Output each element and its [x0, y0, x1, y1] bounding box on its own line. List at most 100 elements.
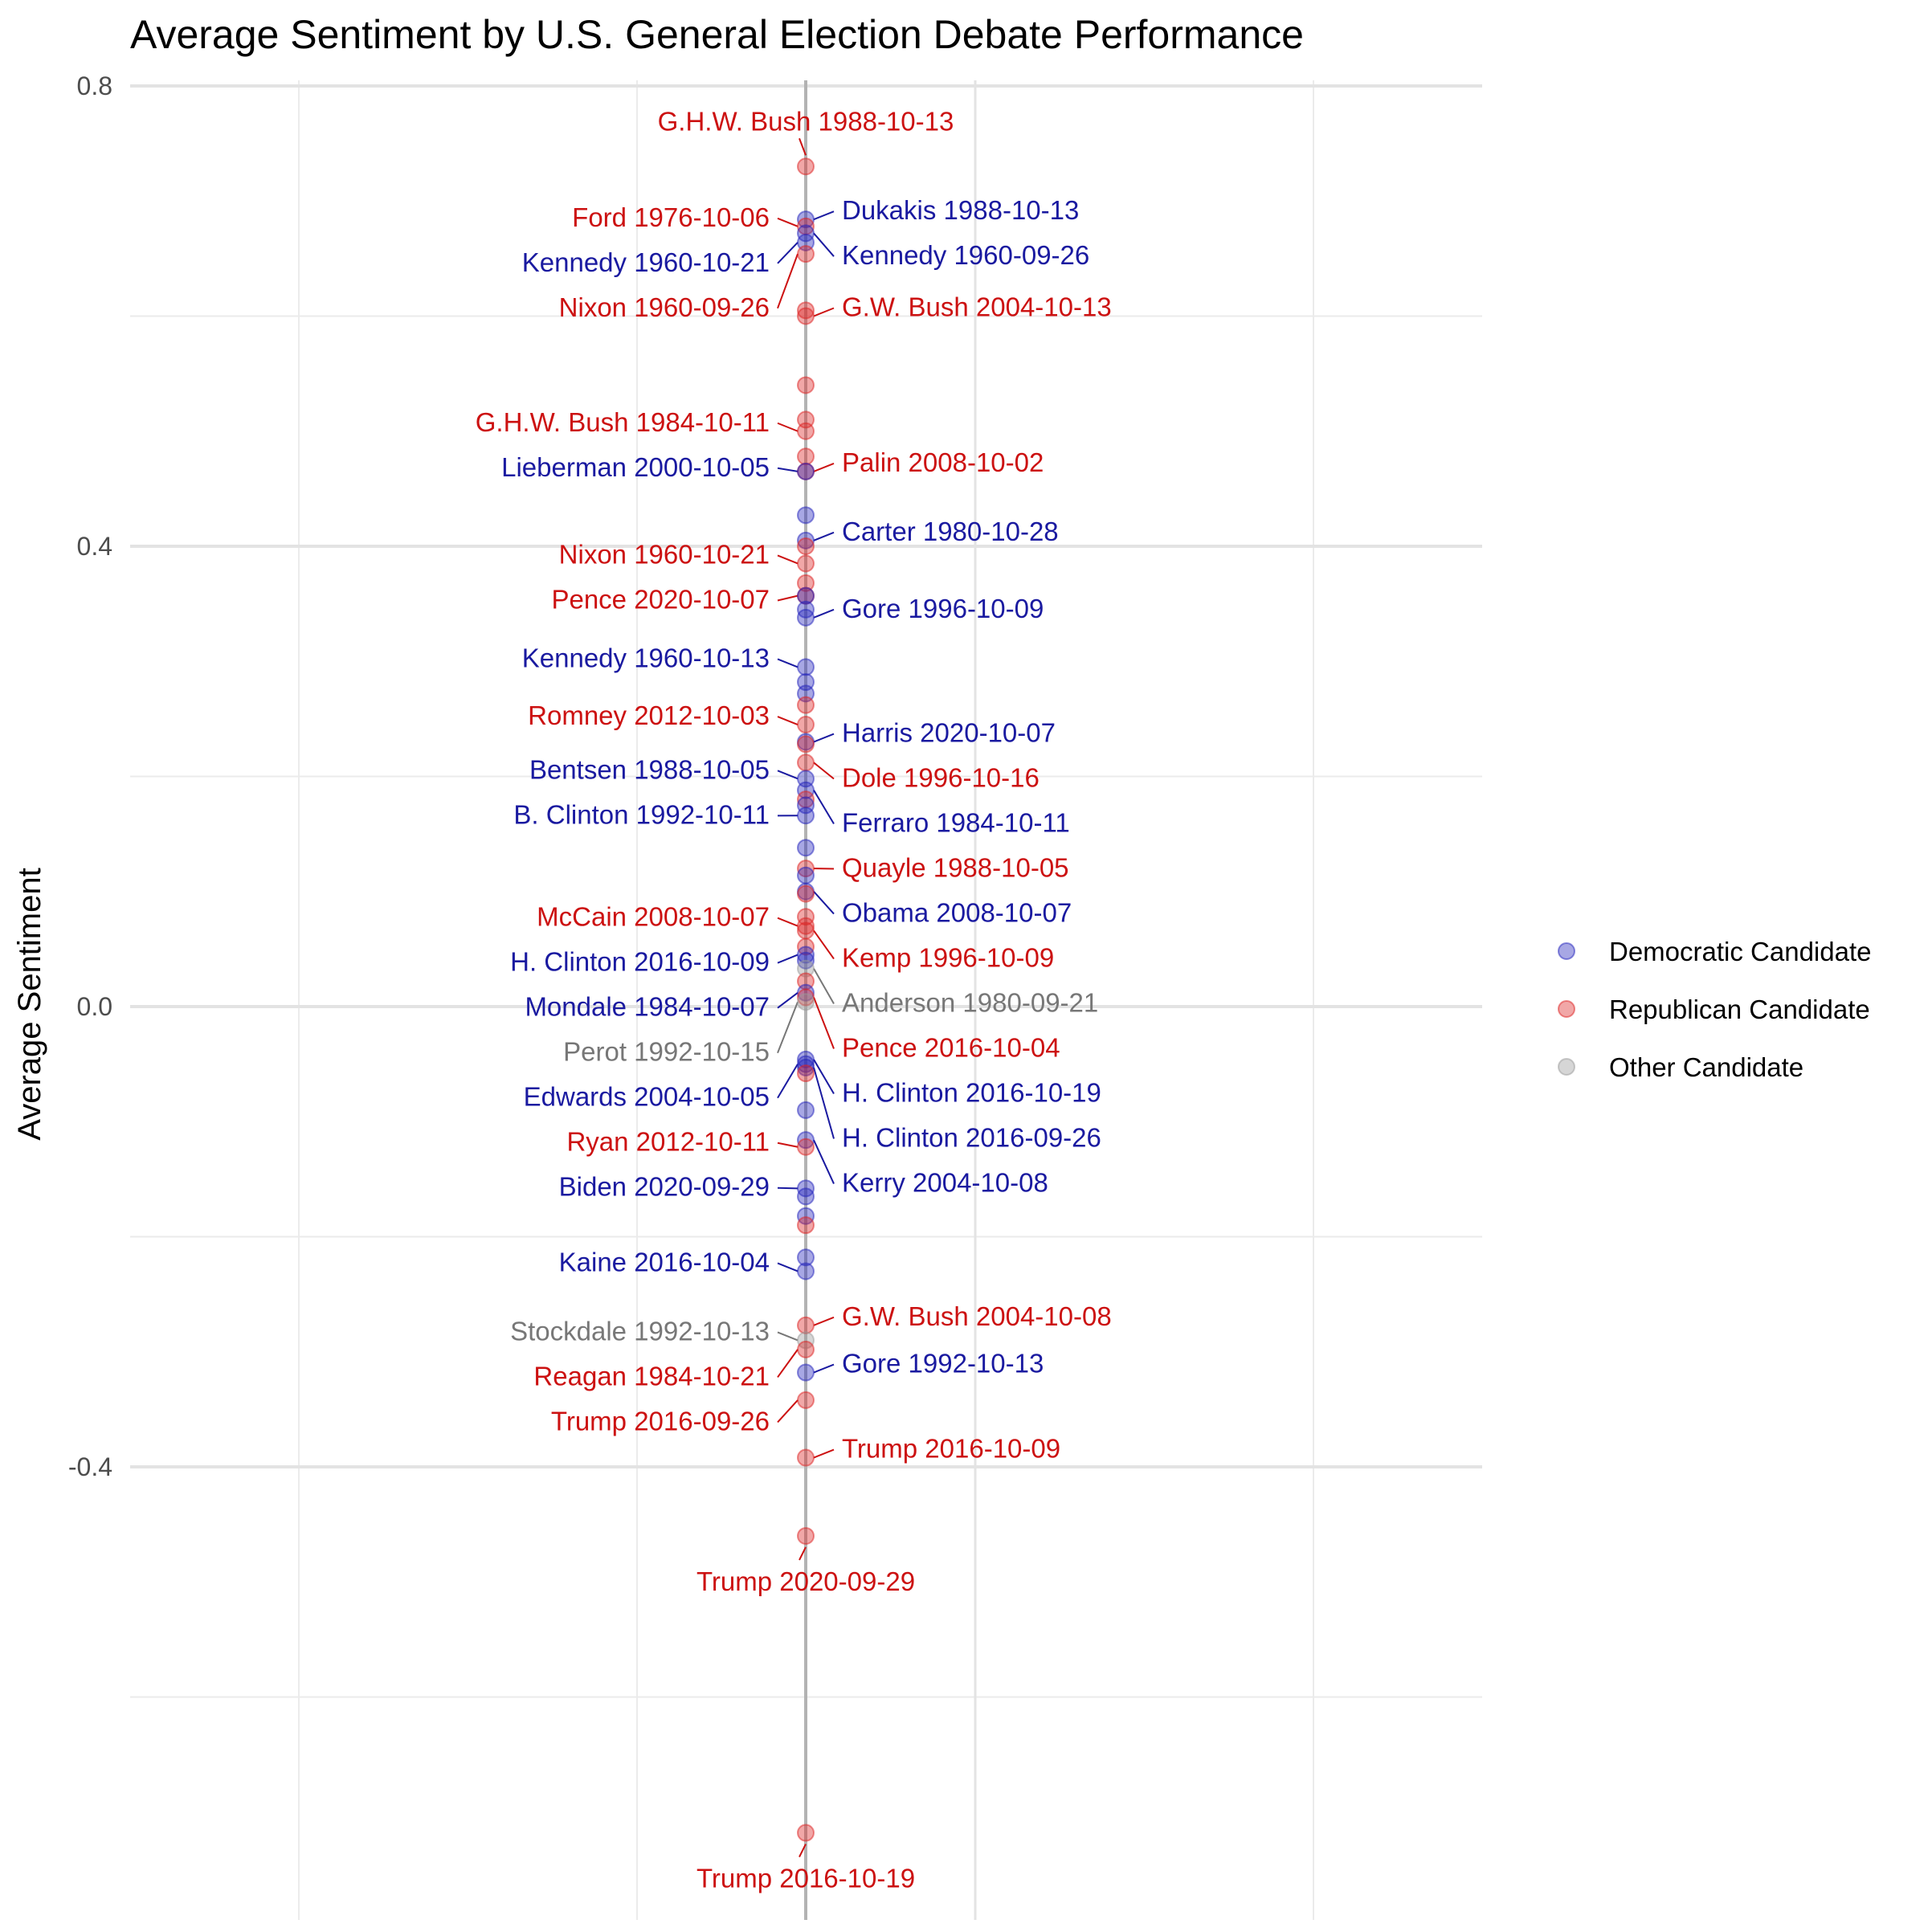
leader-line — [778, 717, 798, 725]
legend-key — [1558, 1001, 1575, 1017]
point-label: Kemp 1996-10-09 — [842, 943, 1054, 973]
data-point — [798, 754, 814, 770]
point-label: H. Clinton 2016-09-26 — [842, 1123, 1101, 1153]
data-point — [798, 225, 814, 241]
point-label: B. Clinton 1992-10-11 — [513, 799, 770, 829]
point-label: Dukakis 1988-10-13 — [842, 195, 1079, 225]
legend-key — [1558, 943, 1575, 959]
leader-line — [778, 918, 798, 926]
point-label: Bentsen 1988-10-05 — [529, 754, 770, 784]
data-point — [798, 886, 814, 902]
data-point — [798, 994, 814, 1010]
data-point — [798, 807, 814, 823]
y-axis-label: Average Sentiment — [12, 868, 47, 1140]
leader-line — [814, 233, 834, 256]
leader-line — [814, 930, 834, 958]
data-point — [798, 1065, 814, 1081]
leader-line — [778, 1064, 798, 1098]
leader-line — [814, 308, 834, 317]
data-point — [798, 158, 814, 174]
point-label: Lieberman 2000-10-05 — [501, 452, 770, 482]
legend: Democratic Candidate Republican Candidate… — [1558, 937, 1872, 1082]
point-label: G.W. Bush 2004-10-13 — [842, 292, 1112, 322]
point-label: Pence 2020-10-07 — [551, 584, 770, 614]
legend-label: Democratic Candidate — [1609, 937, 1872, 966]
point-label: Trump 2016-10-19 — [696, 1864, 915, 1893]
point-label: Biden 2020-09-29 — [559, 1172, 770, 1202]
point-label: Kennedy 1960-09-26 — [842, 240, 1089, 270]
leader-line — [778, 770, 798, 778]
point-label: Nixon 1960-10-21 — [559, 539, 770, 569]
data-point — [798, 448, 814, 464]
leader-line — [778, 1143, 798, 1147]
leader-line — [814, 734, 834, 742]
leader-line — [814, 969, 834, 1004]
point-label: Quayle 1988-10-05 — [842, 853, 1069, 883]
data-point — [798, 555, 814, 571]
leader-line — [814, 533, 834, 541]
data-point — [798, 1188, 814, 1204]
point-label: Reagan 1984-10-21 — [533, 1361, 770, 1391]
point-label: Romney 2012-10-03 — [528, 701, 770, 730]
leader-line — [778, 1400, 798, 1423]
data-point — [798, 697, 814, 713]
point-label: Kaine 2016-10-04 — [559, 1247, 770, 1276]
leader-line — [814, 790, 834, 824]
data-point — [798, 308, 814, 325]
point-label: Carter 1980-10-28 — [842, 517, 1059, 546]
data-point — [798, 717, 814, 733]
point-label: Harris 2020-10-07 — [842, 718, 1056, 748]
data-point — [798, 1317, 814, 1334]
leader-line — [778, 468, 798, 472]
point-label: G.H.W. Bush 1984-10-11 — [476, 407, 770, 437]
y-tick-label: 0.0 — [77, 992, 112, 1021]
data-point — [798, 1528, 814, 1544]
legend-label: Other Candidate — [1609, 1052, 1803, 1082]
data-point — [798, 839, 814, 856]
chart-title: Average Sentiment by U.S. General Electi… — [130, 12, 1304, 57]
legend-label: Republican Candidate — [1609, 995, 1870, 1024]
point-label: H. Clinton 2016-10-19 — [842, 1078, 1101, 1108]
leader-line — [814, 1365, 834, 1373]
data-point — [798, 922, 814, 938]
point-labels: Ford 1976-10-06 Kennedy 1960-10-21 Nixon 1… — [476, 106, 1112, 1893]
leader-line — [814, 464, 834, 472]
data-point — [798, 538, 814, 554]
point-label: Trump 2016-09-26 — [551, 1406, 770, 1436]
data-point — [798, 1392, 814, 1408]
point-label: Gore 1992-10-13 — [842, 1349, 1044, 1379]
point-label: Stockdale 1992-10-13 — [510, 1316, 770, 1346]
data-point — [798, 464, 814, 480]
point-label: Obama 2008-10-07 — [842, 898, 1072, 928]
point-label: Ford 1976-10-06 — [572, 202, 770, 232]
point-label: Kennedy 1960-10-21 — [522, 247, 770, 277]
data-point — [798, 610, 814, 626]
point-label: Palin 2008-10-02 — [842, 447, 1044, 477]
data-point — [798, 736, 814, 752]
leader-line — [814, 892, 834, 914]
leader-line — [778, 1002, 798, 1052]
leader-line — [778, 1332, 798, 1340]
y-axis-ticks: 0.80.40.0-0.4 — [68, 71, 112, 1481]
data-point — [798, 868, 814, 884]
leader-line — [814, 1450, 834, 1458]
point-label: G.W. Bush 2004-10-08 — [842, 1301, 1112, 1331]
point-label: Perot 1992-10-15 — [563, 1037, 770, 1067]
point-label: Dole 1996-10-16 — [842, 763, 1040, 793]
leader-line — [778, 1350, 798, 1378]
data-point — [798, 1139, 814, 1155]
point-label: Kerry 2004-10-08 — [842, 1168, 1048, 1198]
leader-line — [814, 1140, 834, 1183]
point-label: Gore 1996-10-09 — [842, 594, 1044, 623]
data-point — [798, 1263, 814, 1279]
point-label: Anderson 1980-09-21 — [842, 988, 1098, 1018]
point-label: Trump 2016-10-09 — [842, 1434, 1060, 1464]
leader-line — [814, 211, 834, 219]
leader-line — [778, 219, 798, 227]
point-label: Edwards 2004-10-05 — [524, 1082, 770, 1112]
point-label: McCain 2008-10-07 — [537, 902, 770, 932]
point-label: Pence 2016-10-04 — [842, 1033, 1060, 1063]
data-point — [798, 1217, 814, 1233]
